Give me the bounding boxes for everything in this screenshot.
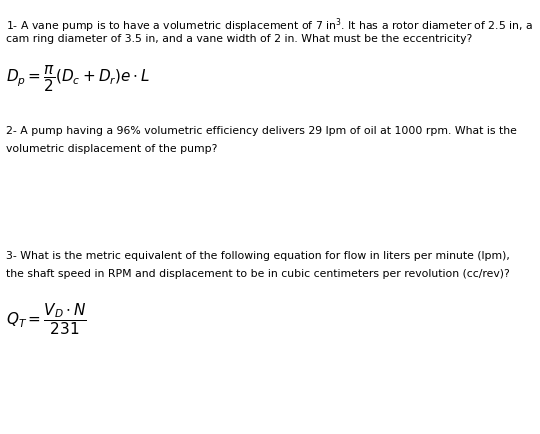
Text: 3- What is the metric equivalent of the following equation for flow in liters pe: 3- What is the metric equivalent of the … — [6, 251, 510, 262]
Text: 1- A vane pump is to have a volumetric displacement of 7 in$^3$. It has a rotor : 1- A vane pump is to have a volumetric d… — [6, 16, 534, 35]
Text: volumetric displacement of the pump?: volumetric displacement of the pump? — [6, 144, 218, 154]
Text: cam ring diameter of 3.5 in, and a vane width of 2 in. What must be the eccentri: cam ring diameter of 3.5 in, and a vane … — [6, 34, 472, 44]
Text: 2- A pump having a 96% volumetric efficiency delivers 29 lpm of oil at 1000 rpm.: 2- A pump having a 96% volumetric effici… — [6, 126, 517, 136]
Text: the shaft speed in RPM and displacement to be in cubic centimeters per revolutio: the shaft speed in RPM and displacement … — [6, 269, 510, 279]
Text: $Q_T = \dfrac{V_D \cdot N}{231}$: $Q_T = \dfrac{V_D \cdot N}{231}$ — [6, 301, 87, 336]
Text: $D_p = \dfrac{\pi}{2}\left(D_c + D_r\right)e \cdot L$: $D_p = \dfrac{\pi}{2}\left(D_c + D_r\rig… — [6, 64, 151, 94]
